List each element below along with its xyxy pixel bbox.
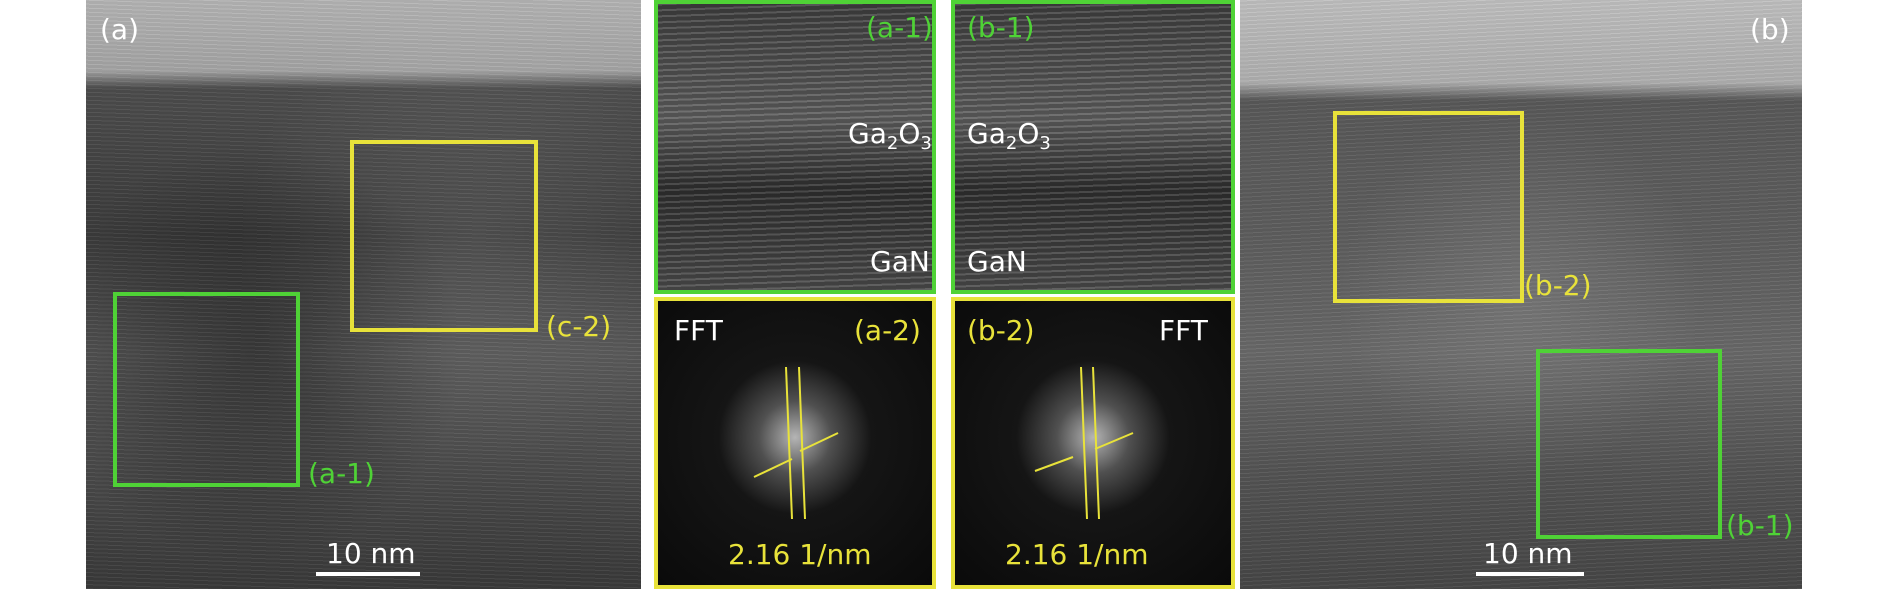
panel-a2-fft-image: FFT (a-2) 2.16 1/nm — [654, 297, 936, 589]
region-a1-box — [113, 292, 300, 487]
panel-a2-fft-title: FFT — [674, 314, 723, 347]
panel-a-scale-bar — [316, 572, 420, 576]
panel-b2-fft-title: FFT — [1159, 314, 1208, 347]
panel-a1-top-layer-label: Ga2O3 — [848, 117, 932, 154]
region-c2-label: (c-2) — [546, 310, 612, 343]
panel-b1-hrtem-image: (b-1) Ga2O3 GaN — [951, 0, 1235, 294]
region-a1-label: (a-1) — [308, 457, 375, 490]
panel-a-scale-label: 10 nm — [326, 537, 416, 570]
panel-b-label: (b) — [1750, 13, 1790, 46]
panel-a1-bottom-layer-label: GaN — [870, 245, 930, 278]
region-c2-box — [350, 140, 538, 332]
panel-b2-spacing-label: 2.16 1/nm — [1005, 538, 1149, 571]
region-b1-box — [1536, 349, 1722, 539]
panel-b2-label: (b-2) — [967, 314, 1035, 347]
panel-b1-label: (b-1) — [967, 11, 1035, 44]
panel-b1-bottom-layer-label: GaN — [967, 245, 1027, 278]
panel-b2-fft-image: (b-2) FFT 2.16 1/nm — [951, 297, 1235, 589]
panel-a2-label: (a-2) — [854, 314, 921, 347]
panel-a1-hrtem-image: (a-1) Ga2O3 GaN — [654, 0, 936, 294]
region-b1-label: (b-1) — [1726, 509, 1794, 542]
panel-a1-label: (a-1) — [866, 11, 933, 44]
panel-a2-spacing-label: 2.16 1/nm — [728, 538, 872, 571]
panel-b2-fft-lines — [1034, 366, 1134, 520]
panel-a-label: (a) — [100, 13, 140, 46]
panel-b1-top-layer-label: Ga2O3 — [967, 117, 1051, 154]
panel-b-scale-bar — [1476, 572, 1584, 576]
region-b2-box — [1333, 111, 1524, 303]
panel-a2-fft-lines — [753, 366, 839, 520]
panel-a-tem-image: (a) (a-1) (c-2) 10 nm — [86, 0, 641, 589]
panel-b-tem-image: (b) (b-2) (b-1) 10 nm — [1240, 0, 1802, 589]
region-b2-label: (b-2) — [1524, 269, 1592, 302]
panel-b-scale-label: 10 nm — [1483, 537, 1573, 570]
